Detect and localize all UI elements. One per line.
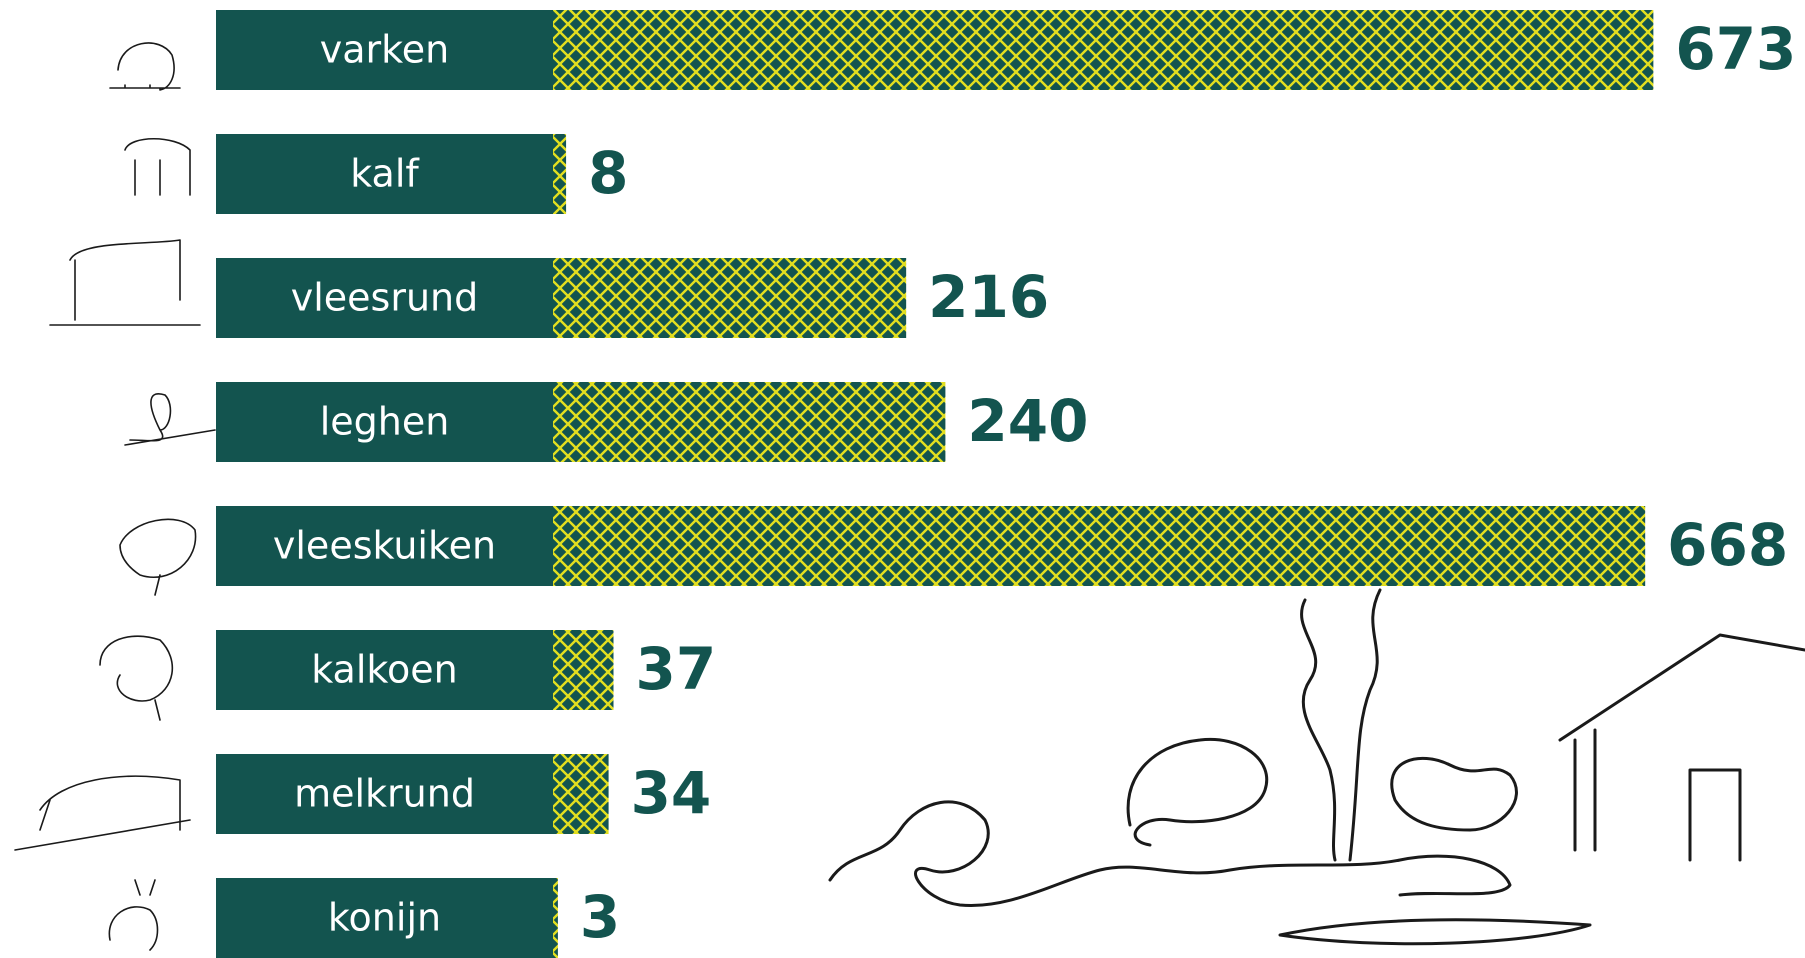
chart: varken 673 kalf 8 vleesrund 216 leghen 240 vlees…: [0, 0, 1805, 958]
landscape-illustration: [830, 590, 1805, 944]
bar: [553, 258, 906, 338]
bar: [553, 754, 609, 834]
category-label: vleeskuiken: [273, 524, 496, 568]
category-label: vleesrund: [291, 276, 479, 320]
value-label: 37: [635, 635, 716, 703]
bar: [553, 630, 613, 710]
category-label: leghen: [320, 400, 450, 444]
category-label: varken: [320, 28, 450, 72]
category-label: konijn: [328, 896, 441, 940]
value-label: 34: [631, 759, 712, 827]
value-label: 3: [580, 883, 620, 951]
value-label: 673: [1675, 15, 1796, 83]
value-label: 668: [1667, 511, 1788, 579]
bar: [553, 878, 558, 958]
bar: [553, 506, 1645, 586]
category-label: kalkoen: [311, 648, 458, 692]
bar: [553, 134, 566, 214]
animal-icons: [15, 43, 215, 950]
value-label: 216: [928, 263, 1049, 331]
bar: [553, 382, 945, 462]
value-label: 8: [588, 139, 628, 207]
category-label: kalf: [350, 152, 420, 196]
bar: [553, 10, 1653, 90]
category-label: melkrund: [294, 772, 475, 816]
value-label: 240: [967, 387, 1088, 455]
